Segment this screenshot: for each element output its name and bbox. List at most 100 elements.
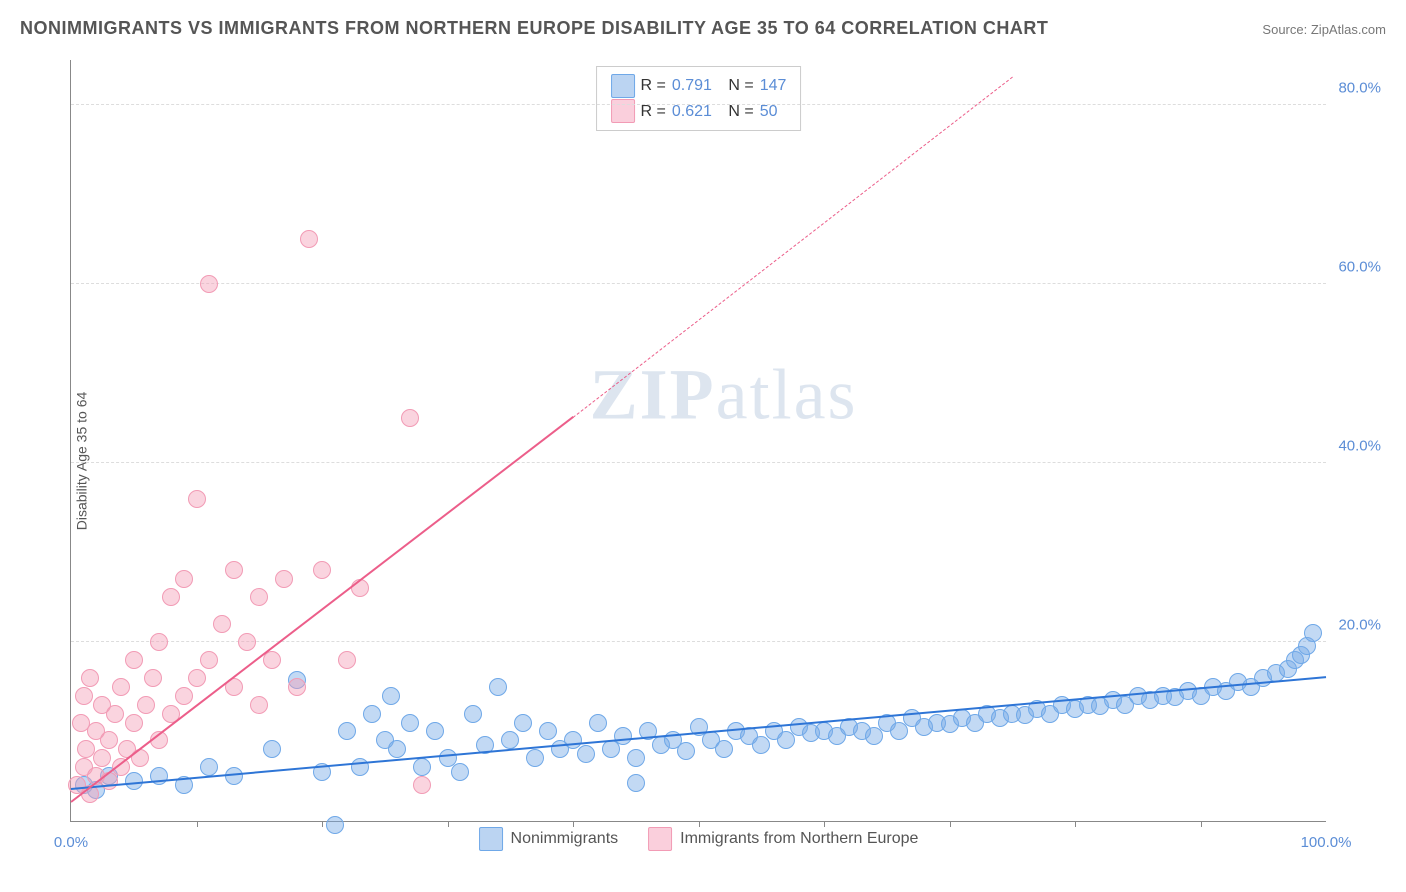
- data-point: [413, 758, 431, 776]
- data-point: [413, 776, 431, 794]
- y-tick-label: 80.0%: [1338, 79, 1381, 96]
- x-tick-minor: [448, 821, 449, 827]
- N-label: N =: [728, 73, 753, 99]
- R-label: R =: [641, 73, 666, 99]
- data-point: [627, 774, 645, 792]
- data-point: [81, 669, 99, 687]
- data-point: [326, 816, 344, 834]
- x-tick-label: 0.0%: [54, 834, 88, 851]
- data-point: [238, 633, 256, 651]
- data-point: [426, 722, 444, 740]
- data-point: [589, 714, 607, 732]
- data-point: [451, 763, 469, 781]
- data-point: [106, 705, 124, 723]
- data-point: [1304, 624, 1322, 642]
- data-point: [188, 490, 206, 508]
- data-point: [213, 615, 231, 633]
- data-point: [351, 579, 369, 597]
- data-point: [401, 714, 419, 732]
- data-point: [338, 722, 356, 740]
- x-tick-minor: [573, 821, 574, 827]
- x-tick-minor: [699, 821, 700, 827]
- data-point: [501, 731, 519, 749]
- swatch-blue-bottom: [479, 827, 503, 851]
- correlation-legend: R = 0.791 N = 147 R = 0.621 N = 50: [596, 66, 802, 131]
- legend-item-nonimmigrants: Nonimmigrants: [479, 827, 619, 851]
- data-point: [300, 230, 318, 248]
- N-value-pink: 50: [760, 99, 778, 125]
- data-point: [313, 561, 331, 579]
- source-label: Source:: [1262, 22, 1307, 37]
- data-point: [250, 696, 268, 714]
- series-name-pink: Immigrants from Northern Europe: [680, 830, 918, 848]
- data-point: [577, 745, 595, 763]
- data-point: [93, 749, 111, 767]
- legend-row-pink: R = 0.621 N = 50: [611, 99, 787, 125]
- watermark-atlas: atlas: [716, 354, 858, 434]
- swatch-blue: [611, 74, 635, 98]
- data-point: [175, 570, 193, 588]
- gridline-h: [71, 462, 1326, 463]
- x-tick-label: 100.0%: [1301, 834, 1352, 851]
- data-point: [112, 678, 130, 696]
- data-point: [464, 705, 482, 723]
- source-attribution: Source: ZipAtlas.com: [1262, 22, 1386, 37]
- series-name-blue: Nonimmigrants: [511, 830, 619, 848]
- y-tick-label: 60.0%: [1338, 258, 1381, 275]
- data-point: [225, 561, 243, 579]
- gridline-h: [71, 283, 1326, 284]
- gridline-h: [71, 641, 1326, 642]
- data-point: [627, 749, 645, 767]
- data-point: [363, 705, 381, 723]
- y-tick-label: 20.0%: [1338, 616, 1381, 633]
- data-point: [225, 767, 243, 785]
- data-point: [175, 687, 193, 705]
- watermark: ZIPatlas: [590, 353, 858, 436]
- data-point: [614, 727, 632, 745]
- R-value-pink: 0.621: [672, 99, 712, 125]
- data-point: [162, 588, 180, 606]
- legend-row-blue: R = 0.791 N = 147: [611, 73, 787, 99]
- data-point: [539, 722, 557, 740]
- plot-area: ZIPatlas R = 0.791 N = 147 R = 0.621 N =…: [70, 60, 1326, 822]
- R-value-blue: 0.791: [672, 73, 712, 99]
- x-tick-minor: [824, 821, 825, 827]
- data-point: [526, 749, 544, 767]
- x-tick-minor: [1075, 821, 1076, 827]
- data-point: [715, 740, 733, 758]
- data-point: [263, 740, 281, 758]
- legend-item-immigrants: Immigrants from Northern Europe: [648, 827, 918, 851]
- data-point: [125, 714, 143, 732]
- N-value-blue: 147: [760, 73, 787, 99]
- data-point: [388, 740, 406, 758]
- series-legend: Nonimmigrants Immigrants from Northern E…: [479, 827, 919, 851]
- data-point: [514, 714, 532, 732]
- R-label: R =: [641, 99, 666, 125]
- x-tick-minor: [1201, 821, 1202, 827]
- trend-line: [70, 416, 573, 803]
- x-tick-minor: [950, 821, 951, 827]
- data-point: [489, 678, 507, 696]
- data-point: [275, 570, 293, 588]
- chart-container: Disability Age 35 to 64 ZIPatlas R = 0.7…: [20, 50, 1386, 872]
- swatch-pink-bottom: [648, 827, 672, 851]
- data-point: [125, 772, 143, 790]
- chart-title: NONIMMIGRANTS VS IMMIGRANTS FROM NORTHER…: [20, 18, 1048, 39]
- data-point: [137, 696, 155, 714]
- data-point: [200, 758, 218, 776]
- data-point: [200, 651, 218, 669]
- watermark-zip: ZIP: [590, 354, 716, 434]
- data-point: [144, 669, 162, 687]
- data-point: [100, 731, 118, 749]
- data-point: [677, 742, 695, 760]
- x-tick-minor: [322, 821, 323, 827]
- data-point: [250, 588, 268, 606]
- data-point: [200, 275, 218, 293]
- x-tick-minor: [197, 821, 198, 827]
- N-label: N =: [728, 99, 753, 125]
- y-tick-label: 40.0%: [1338, 437, 1381, 454]
- data-point: [188, 669, 206, 687]
- data-point: [125, 651, 143, 669]
- source-name: ZipAtlas.com: [1311, 22, 1386, 37]
- data-point: [382, 687, 400, 705]
